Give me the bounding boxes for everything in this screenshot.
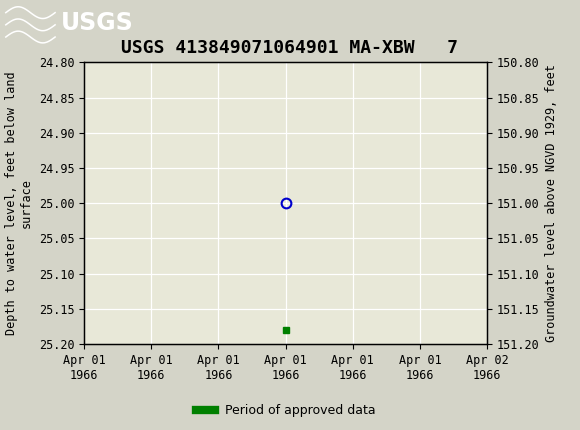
Y-axis label: Groundwater level above NGVD 1929, feet: Groundwater level above NGVD 1929, feet: [545, 64, 558, 342]
Text: USGS 413849071064901 MA-XBW   7: USGS 413849071064901 MA-XBW 7: [121, 39, 459, 57]
Y-axis label: Depth to water level, feet below land
surface: Depth to water level, feet below land su…: [5, 71, 33, 335]
Legend: Period of approved data: Period of approved data: [191, 399, 380, 422]
Text: USGS: USGS: [61, 12, 133, 36]
